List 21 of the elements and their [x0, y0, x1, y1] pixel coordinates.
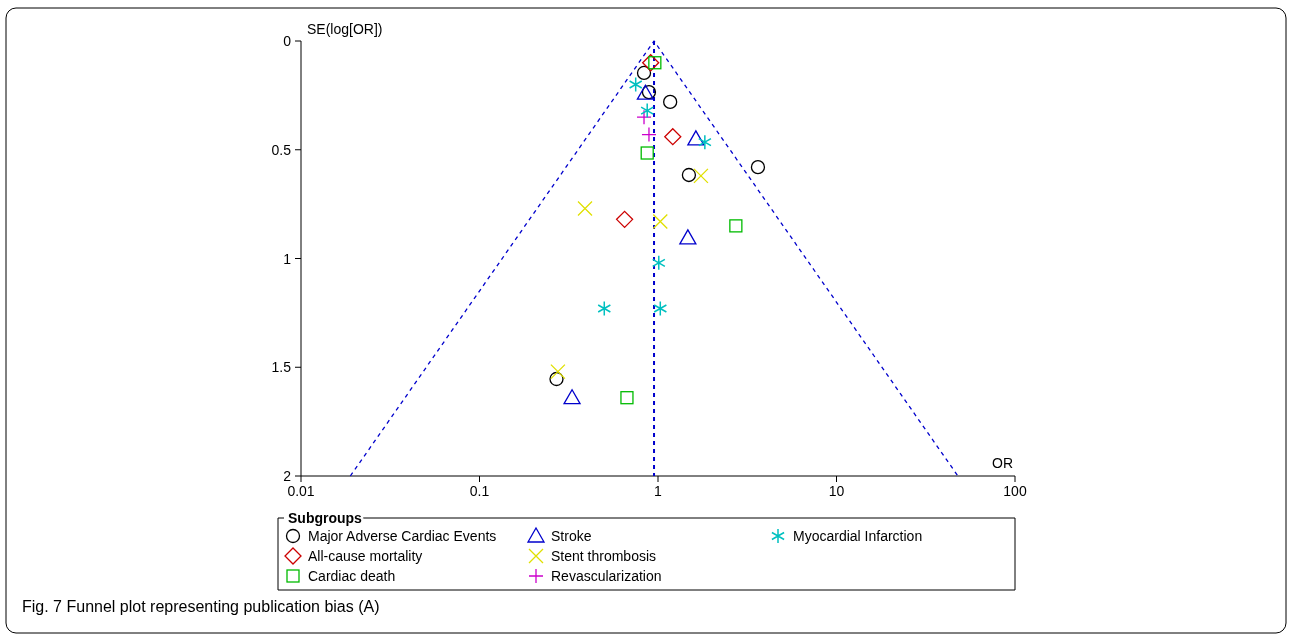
legend-title: Subgroups: [288, 510, 363, 526]
legend-label: Stent thrombosis: [551, 548, 657, 564]
x-tick-label: 0.01: [287, 483, 315, 499]
y-axis-title: SE(log[OR]): [307, 21, 383, 37]
caption: Fig. 7 Funnel plot representing publication bias (A): [22, 598, 380, 615]
x-axis-title: OR: [992, 455, 1013, 471]
y-tick-label: 1: [283, 250, 292, 267]
legend-label: Major Adverse Cardiac Events: [308, 528, 497, 544]
legend-label: Cardiac death: [308, 568, 396, 584]
y-tick-label: 0.5: [271, 141, 292, 158]
x-tick-label: 10: [828, 483, 845, 499]
legend-label: Stroke: [551, 528, 592, 544]
y-tick-label: 2: [283, 468, 292, 484]
legend-label: All-cause mortality: [308, 548, 423, 564]
x-tick-label: 100: [1003, 483, 1027, 499]
legend-label: Revascularization: [551, 568, 662, 584]
y-tick-label: 1.5: [271, 359, 292, 376]
y-tick-label: 0: [283, 33, 292, 49]
legend-label: Myocardial Infarction: [793, 528, 923, 544]
x-tick-label: 1: [654, 483, 663, 499]
x-tick-label: 0.1: [469, 483, 490, 499]
